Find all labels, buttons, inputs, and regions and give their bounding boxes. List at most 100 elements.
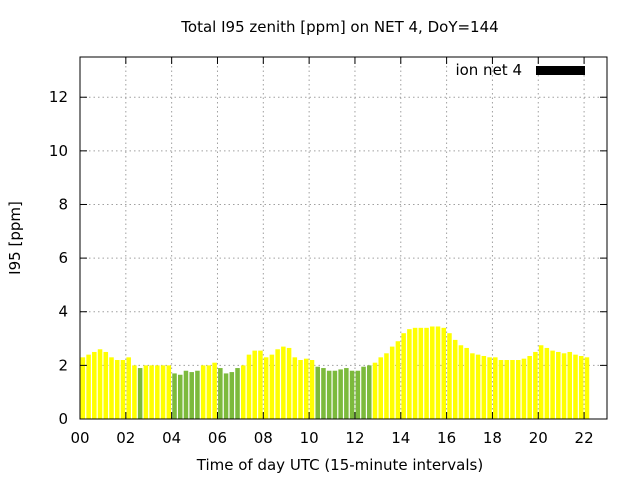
bar <box>378 357 383 419</box>
bar <box>424 327 429 419</box>
bar <box>200 365 206 419</box>
bar <box>97 349 103 419</box>
bar <box>464 347 469 419</box>
y-tick-label: 2 <box>58 356 68 374</box>
y-tick-label: 12 <box>49 88 68 106</box>
bar <box>177 374 183 419</box>
bar <box>240 365 246 419</box>
bar <box>481 355 487 419</box>
bar <box>281 346 286 419</box>
bar <box>246 354 252 419</box>
bar <box>321 368 326 419</box>
bar <box>470 353 475 419</box>
x-tick-label: 16 <box>437 429 456 447</box>
x-tick-label: 08 <box>254 429 273 447</box>
x-tick-label: 20 <box>529 429 548 447</box>
bar <box>418 327 424 419</box>
bar <box>550 350 555 419</box>
bar <box>80 357 86 419</box>
bar <box>349 370 355 419</box>
legend-swatch <box>536 66 585 75</box>
bar <box>407 329 412 419</box>
bar <box>544 347 550 419</box>
y-tick-label: 10 <box>49 142 68 160</box>
bar <box>401 333 406 419</box>
bar <box>487 357 492 419</box>
bar <box>361 366 366 419</box>
bar <box>223 373 229 419</box>
bar <box>304 358 309 419</box>
y-tick-label: 0 <box>58 410 68 428</box>
x-tick-label: 02 <box>116 429 135 447</box>
bar <box>435 326 441 419</box>
bar <box>269 354 275 419</box>
bar <box>149 365 154 419</box>
grid <box>80 57 607 419</box>
bar <box>389 346 395 419</box>
bar <box>498 360 504 419</box>
x-tick-label: 10 <box>300 429 319 447</box>
x-tick-label: 22 <box>575 429 594 447</box>
bar <box>137 368 143 419</box>
bar <box>493 357 498 419</box>
bar <box>132 365 137 419</box>
bar <box>275 349 280 419</box>
bar <box>326 370 332 419</box>
x-tick-label: 18 <box>483 429 502 447</box>
bar <box>183 370 189 419</box>
bar <box>229 372 235 419</box>
bar <box>86 354 91 419</box>
bar <box>114 360 120 419</box>
bar <box>235 368 240 419</box>
bar <box>252 350 257 419</box>
x-tick-label: 12 <box>345 429 364 447</box>
bar <box>332 370 338 419</box>
bar <box>195 370 200 419</box>
bar <box>515 360 521 419</box>
bar <box>412 327 418 419</box>
bar <box>504 360 510 419</box>
bar <box>172 373 177 419</box>
bar <box>344 368 349 419</box>
bar <box>292 357 298 419</box>
bar <box>452 339 458 419</box>
bar <box>189 372 194 419</box>
bar <box>103 351 109 419</box>
bar <box>561 353 567 419</box>
bar <box>263 357 269 419</box>
chart-title: Total I95 zenith [ppm] on NET 4, DoY=144 <box>180 18 498 36</box>
bar <box>309 360 315 419</box>
plot-frame <box>79 56 608 420</box>
x-tick-label: 00 <box>70 429 89 447</box>
bar <box>556 351 561 419</box>
y-axis-label: I95 [ppm] <box>6 201 24 275</box>
bar <box>441 327 447 419</box>
x-tick-label: 04 <box>162 429 181 447</box>
bar <box>367 365 372 419</box>
bar <box>120 360 126 419</box>
y-tick-label: 8 <box>58 195 68 213</box>
bar <box>218 368 223 419</box>
bar <box>521 358 527 419</box>
bar <box>160 365 166 419</box>
bar <box>533 351 538 419</box>
bar <box>538 345 544 419</box>
x-axis-label: Time of day UTC (15-minute intervals) <box>196 456 483 474</box>
bar <box>573 354 578 419</box>
bars <box>80 326 590 419</box>
bar <box>395 341 401 419</box>
bar <box>584 357 590 419</box>
legend-label: ion net 4 <box>455 61 522 79</box>
bar <box>510 360 515 419</box>
y-tick-label: 4 <box>58 303 68 321</box>
x-tick-label: 14 <box>391 429 410 447</box>
bar <box>155 365 160 419</box>
bar <box>355 370 361 419</box>
bar <box>92 351 97 419</box>
bar <box>372 362 378 419</box>
bar <box>206 365 212 419</box>
bar <box>258 350 263 419</box>
x-tick-label: 06 <box>208 429 227 447</box>
bar <box>143 365 149 419</box>
